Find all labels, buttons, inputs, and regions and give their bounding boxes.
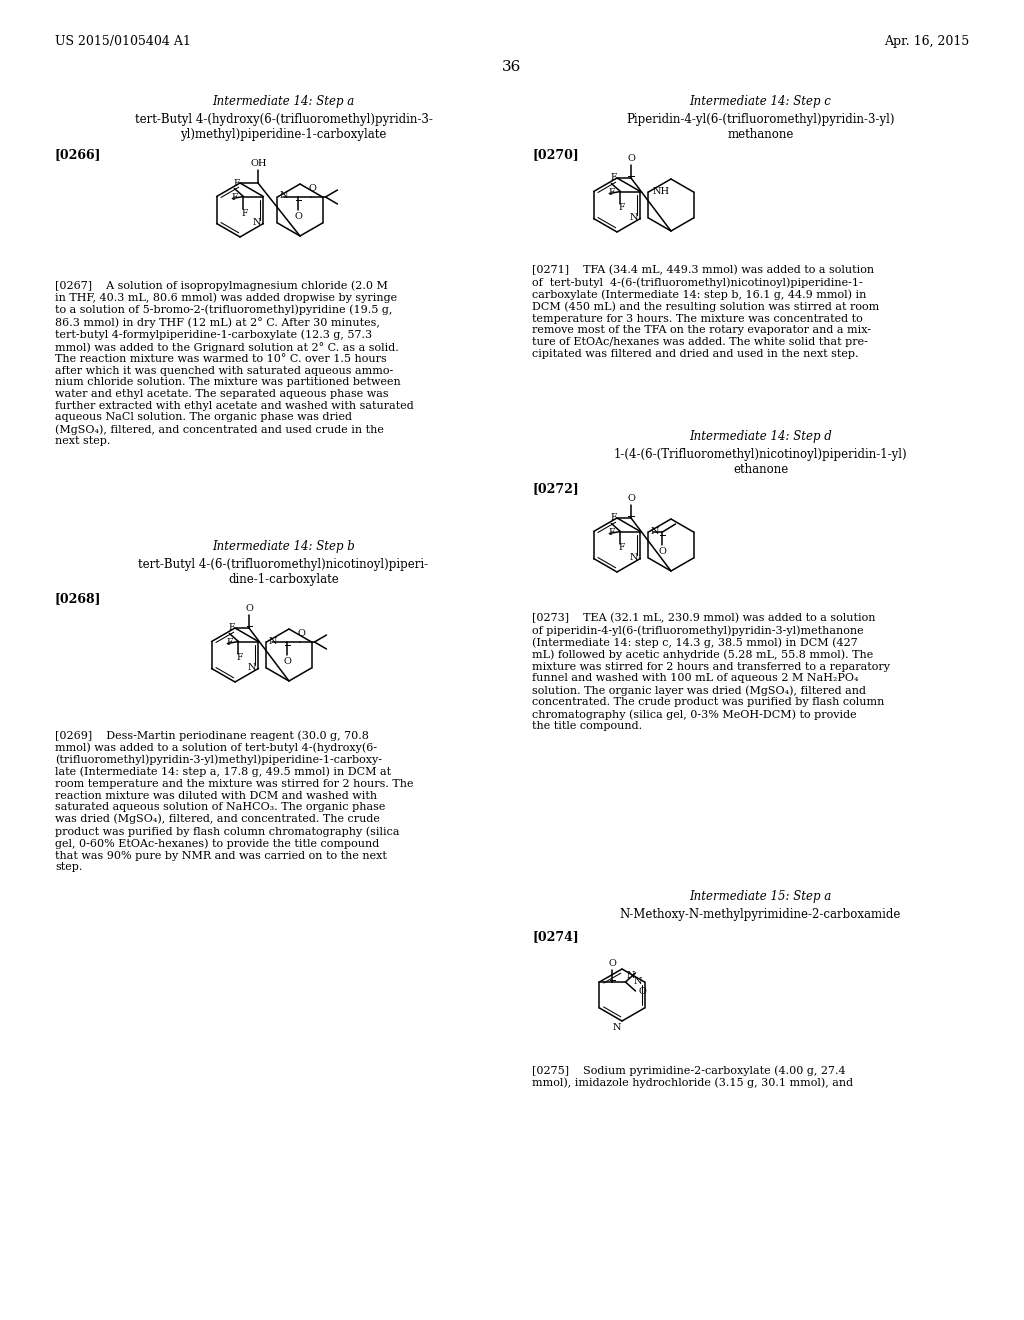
Text: O: O [308,183,316,193]
Text: [0275]    Sodium pyrimidine-2-carboxylate (4.00 g, 27.4
mmol), imidazole hydroch: [0275] Sodium pyrimidine-2-carboxylate (… [532,1065,853,1088]
Text: 1-(4-(6-(Trifluoromethyl)nicotinoyl)piperidin-1-yl)
ethanone: 1-(4-(6-(Trifluoromethyl)nicotinoyl)pipe… [613,447,907,477]
Text: O: O [639,986,646,995]
Text: [0274]: [0274] [532,931,579,942]
Text: N: N [248,663,256,672]
Text: F: F [233,178,240,187]
Text: Intermediate 15: Step a: Intermediate 15: Step a [689,890,831,903]
Text: 36: 36 [503,59,521,74]
Text: N: N [612,1023,621,1032]
Text: [0268]: [0268] [55,591,101,605]
Text: O: O [298,630,305,638]
Text: [0272]: [0272] [532,482,579,495]
Text: O: O [284,657,292,667]
Text: Apr. 16, 2015: Apr. 16, 2015 [884,36,969,48]
Text: Piperidin-4-yl(6-(trifluoromethyl)pyridin-3-yl)
methanone: Piperidin-4-yl(6-(trifluoromethyl)pyridi… [627,114,895,141]
Text: O: O [608,960,616,968]
Text: Intermediate 14: Step b: Intermediate 14: Step b [212,540,355,553]
Text: N: N [630,553,638,562]
Text: O: O [627,154,635,162]
Text: O: O [627,494,635,503]
Text: F: F [608,187,614,197]
Text: O: O [295,213,302,220]
Text: F: F [610,173,616,182]
Text: N: N [634,977,642,986]
Text: F: F [226,638,232,647]
Text: Intermediate 14: Step d: Intermediate 14: Step d [689,430,831,444]
Text: N: N [630,213,638,222]
Text: [0267]    A solution of isopropylmagnesium chloride (2.0 M
in THF, 40.3 mL, 80.6: [0267] A solution of isopropylmagnesium … [55,280,414,446]
Text: F: F [237,653,243,663]
Text: OH: OH [251,158,267,168]
Text: [0266]: [0266] [55,148,101,161]
Text: N: N [253,218,261,227]
Text: F: F [610,513,616,523]
Text: F: F [231,193,238,202]
Text: F: F [242,209,248,218]
Text: O: O [658,546,667,556]
Text: F: F [228,623,234,632]
Text: F: F [618,203,625,213]
Text: N: N [650,527,659,536]
Text: Intermediate 14: Step a: Intermediate 14: Step a [212,95,354,108]
Text: F: F [608,528,614,537]
Text: [0273]    TEA (32.1 mL, 230.9 mmol) was added to a solution
of piperidin-4-yl(6-: [0273] TEA (32.1 mL, 230.9 mmol) was add… [532,612,890,731]
Text: [0270]: [0270] [532,148,579,161]
Text: US 2015/0105404 A1: US 2015/0105404 A1 [55,36,190,48]
Text: tert-Butyl 4-(hydroxy(6-(trifluoromethyl)pyridin-3-
yl)methyl)piperidine-1-carbo: tert-Butyl 4-(hydroxy(6-(trifluoromethyl… [134,114,432,141]
Text: NH: NH [652,187,670,197]
Text: N: N [280,191,288,201]
Text: N-Methoxy-N-methylpyrimidine-2-carboxamide: N-Methoxy-N-methylpyrimidine-2-carboxami… [620,908,901,921]
Text: [0269]    Dess-Martin periodinane reagent (30.0 g, 70.8
mmol) was added to a sol: [0269] Dess-Martin periodinane reagent (… [55,730,414,873]
Text: [0271]    TFA (34.4 mL, 449.3 mmol) was added to a solution
of  tert-butyl  4-(6: [0271] TFA (34.4 mL, 449.3 mmol) was add… [532,265,880,359]
Text: N: N [268,636,276,645]
Text: Intermediate 14: Step c: Intermediate 14: Step c [689,95,831,108]
Text: N: N [627,972,635,979]
Text: F: F [618,544,625,553]
Text: O: O [245,605,253,612]
Text: tert-Butyl 4-(6-(trifluoromethyl)nicotinoyl)piperi-
dine-1-carboxylate: tert-Butyl 4-(6-(trifluoromethyl)nicotin… [138,558,429,586]
